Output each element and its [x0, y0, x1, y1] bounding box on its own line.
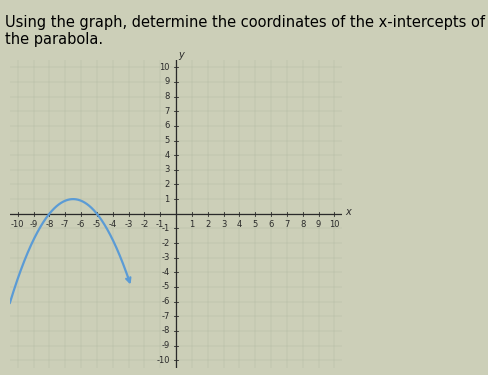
Text: 8: 8	[164, 92, 169, 101]
Text: 2: 2	[164, 180, 169, 189]
Text: 2: 2	[204, 220, 210, 229]
Text: 7: 7	[164, 107, 169, 116]
Text: -4: -4	[161, 268, 169, 277]
Text: 4: 4	[164, 151, 169, 160]
Text: -6: -6	[161, 297, 169, 306]
Text: 3: 3	[221, 220, 226, 229]
Text: -1: -1	[161, 224, 169, 233]
Text: -9: -9	[161, 341, 169, 350]
Text: -7: -7	[161, 312, 169, 321]
Text: -3: -3	[124, 220, 132, 229]
Text: 9: 9	[164, 78, 169, 87]
Text: -7: -7	[61, 220, 69, 229]
Text: -2: -2	[161, 238, 169, 248]
Text: 1: 1	[189, 220, 194, 229]
Text: -5: -5	[161, 282, 169, 291]
Text: 7: 7	[284, 220, 289, 229]
Text: -4: -4	[108, 220, 117, 229]
Text: -5: -5	[93, 220, 101, 229]
Text: 4: 4	[236, 220, 242, 229]
Text: -2: -2	[140, 220, 148, 229]
Text: 6: 6	[268, 220, 273, 229]
Text: y: y	[178, 50, 183, 60]
Text: -6: -6	[77, 220, 85, 229]
Text: x: x	[344, 207, 350, 216]
Text: 1: 1	[164, 195, 169, 204]
Text: 3: 3	[164, 165, 169, 174]
Text: -8: -8	[161, 326, 169, 335]
Text: 10: 10	[159, 63, 169, 72]
Text: 5: 5	[252, 220, 257, 229]
Text: -9: -9	[29, 220, 38, 229]
Text: -8: -8	[45, 220, 54, 229]
Text: -1: -1	[156, 220, 164, 229]
Text: 10: 10	[328, 220, 339, 229]
Text: 6: 6	[164, 122, 169, 130]
Text: Using the graph, determine the coordinates of the x-intercepts of the parabola.: Using the graph, determine the coordinat…	[5, 15, 484, 47]
Text: -10: -10	[11, 220, 24, 229]
Text: 8: 8	[300, 220, 305, 229]
Text: -10: -10	[156, 356, 169, 364]
Text: 5: 5	[164, 136, 169, 145]
Text: 9: 9	[315, 220, 321, 229]
Text: -3: -3	[161, 253, 169, 262]
